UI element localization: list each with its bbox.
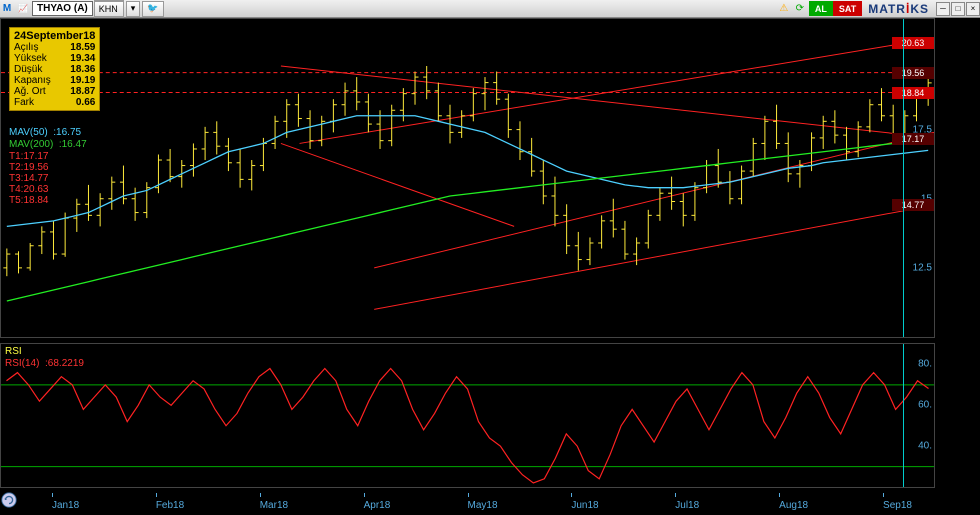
crosshair-vertical <box>903 19 904 337</box>
app-icon: M <box>0 2 14 16</box>
price-chart[interactable]: 24September18 Açılış18.59Yüksek19.34Düşü… <box>0 18 935 338</box>
price-label: 14.77 <box>892 199 934 211</box>
xtick: Aug18 <box>779 500 808 511</box>
ma-label: MAV(200) :16.47 <box>9 139 87 150</box>
rsi-y-axis: 40. 60. 80. <box>889 344 934 487</box>
xtick: Sep18 <box>883 500 912 511</box>
buy-button[interactable]: AL <box>809 1 833 16</box>
symbol-box[interactable]: THYAO (A) <box>32 1 93 16</box>
xtick: Apr18 <box>364 500 391 511</box>
max-btn[interactable]: □ <box>951 2 965 16</box>
crosshair-vertical-rsi <box>903 344 904 487</box>
toolbar: M 📈 THYAO (A) GUNTLLINKHNSVDSYMTMP ▾ 🐦 ⚠… <box>0 0 980 18</box>
time-axis: Jan18 Feb18 Mar18 Apr18 May18 Jun18 Jul18 Aug18… <box>0 491 935 515</box>
target-label: T2:19.56 <box>9 162 48 173</box>
price-label: 18.84 <box>892 87 934 99</box>
refresh-corner-icon[interactable] <box>0 491 18 509</box>
target-label: T4:20.63 <box>9 184 48 195</box>
sell-button[interactable]: SAT <box>833 1 862 16</box>
ohlc-row: Fark0.66 <box>14 97 95 108</box>
rsi-ytick: 60. <box>918 400 932 411</box>
rsi-ytick: 40. <box>918 441 932 452</box>
target-label: T5:18.84 <box>9 195 48 206</box>
tb-khn[interactable]: KHN <box>94 1 124 17</box>
price-label: 19.56 <box>892 67 934 79</box>
refresh-icon[interactable]: ⟳ <box>793 2 807 16</box>
target-label: T3:14.77 <box>9 173 48 184</box>
ohlc-row: Açılış18.59 <box>14 42 95 53</box>
ohlc-row: Kapanış19.19 <box>14 75 95 86</box>
xtick: May18 <box>468 500 498 511</box>
ohlc-box: 24September18 Açılış18.59Yüksek19.34Düşü… <box>9 27 100 111</box>
chart-area: 24September18 Açılış18.59Yüksek19.34Düşü… <box>0 18 980 515</box>
twitter-icon[interactable]: 🐦 <box>142 1 163 17</box>
target-label: T1:17.17 <box>9 151 48 162</box>
close-btn[interactable]: × <box>966 2 980 16</box>
xtick: Jun18 <box>571 500 598 511</box>
rsi-ytick: 80. <box>918 359 932 370</box>
rsi-value: RSI(14) :68.2219 <box>5 358 84 369</box>
min-btn[interactable]: ─ <box>936 2 950 16</box>
ohlc-row: Düşük18.36 <box>14 64 95 75</box>
ytick: 12.5 <box>913 262 932 273</box>
dropdown-btn[interactable]: ▾ <box>126 1 141 17</box>
rsi-chart[interactable]: RSI RSI(14) :68.2219 40. 60. 80. <box>0 343 935 488</box>
xtick: Jan18 <box>52 500 79 511</box>
ohlc-row: Ağ. Ort18.87 <box>14 86 95 97</box>
xtick: Mar18 <box>260 500 288 511</box>
xtick: Feb18 <box>156 500 184 511</box>
xtick: Jul18 <box>675 500 699 511</box>
warn-icon[interactable]: ⚠ <box>777 2 791 16</box>
ma-label: MAV(50) :16.75 <box>9 127 81 138</box>
rsi-label: RSI <box>5 346 22 357</box>
price-label: 17.17 <box>892 133 934 145</box>
brand-logo: MATRİKS <box>862 2 935 16</box>
ohlc-row: Yüksek19.34 <box>14 53 95 64</box>
price-y-axis: 12.51517.520.6319.5618.8417.1714.77 <box>889 19 934 337</box>
ohlc-date: 24September18 <box>14 30 95 42</box>
chart-type-icon[interactable]: 📈 <box>16 2 30 16</box>
price-label: 20.63 <box>892 37 934 49</box>
